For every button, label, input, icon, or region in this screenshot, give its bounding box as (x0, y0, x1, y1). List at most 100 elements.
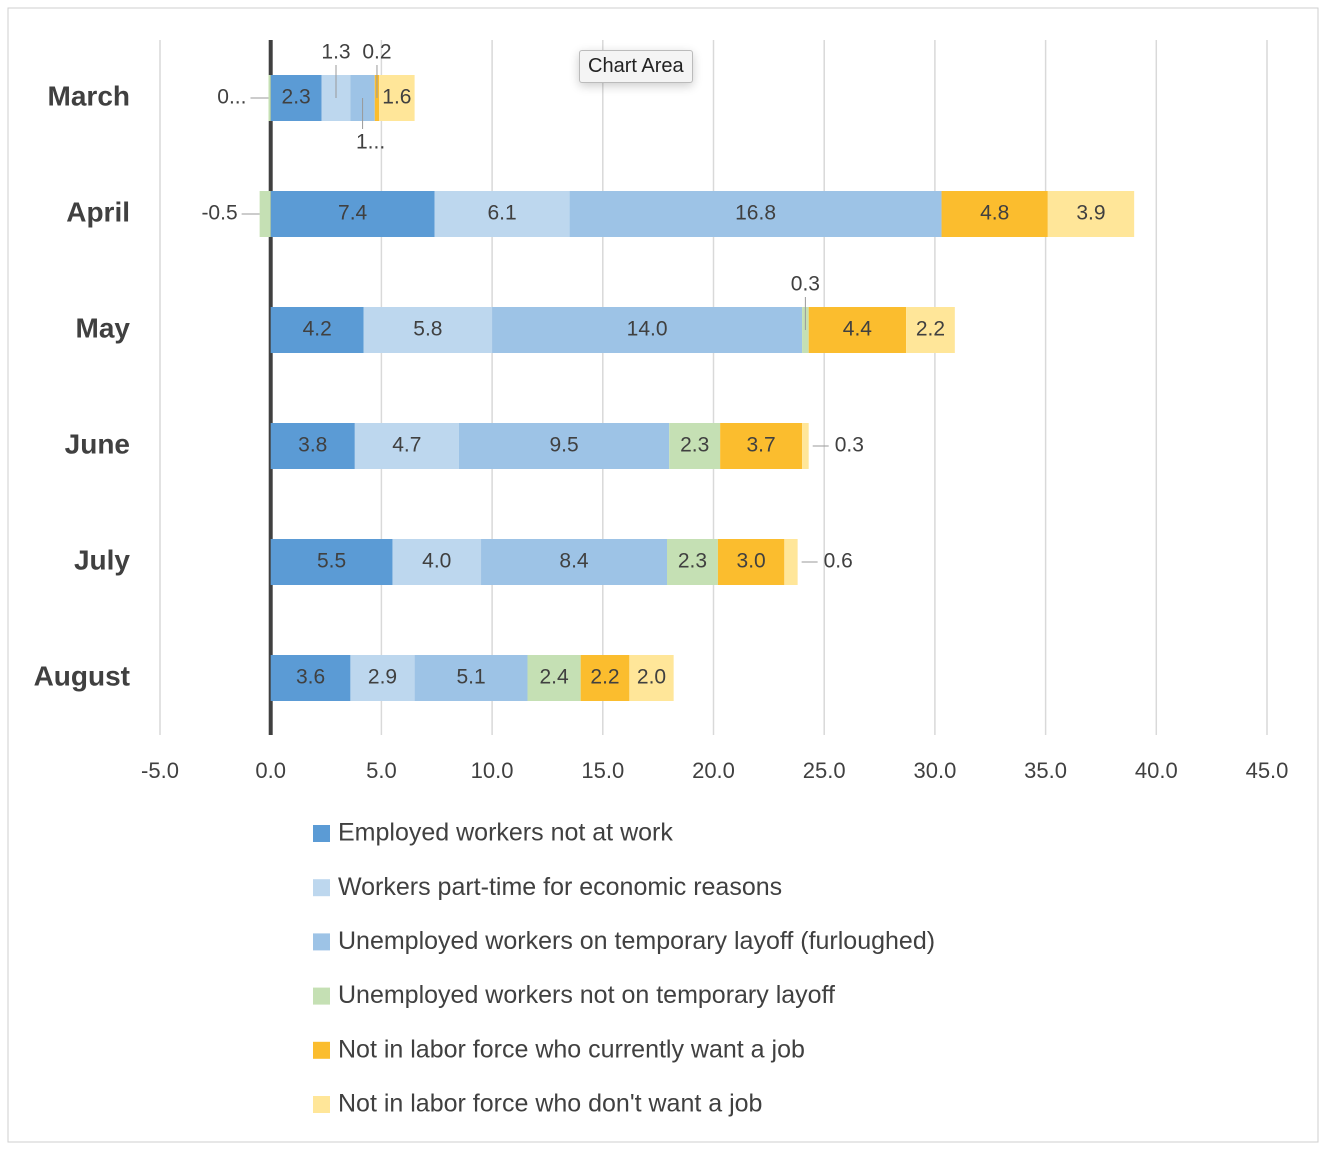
bar-segment (270, 191, 435, 237)
data-label: 16.8 (735, 202, 776, 225)
data-label: -0.5 (201, 202, 237, 225)
legend-label: Workers part-time for economic reasons (338, 873, 782, 901)
x-tick-label: 35.0 (1024, 758, 1067, 783)
data-label: 0.3 (791, 273, 820, 296)
bar-segment (270, 423, 355, 469)
legend-swatch (313, 987, 330, 1005)
data-label: 5.8 (413, 318, 442, 341)
data-label: 0.2 (362, 41, 391, 64)
data-label: 2.4 (539, 666, 569, 689)
data-label: 1... (356, 131, 385, 154)
x-tick-label: 45.0 (1246, 758, 1289, 783)
x-tick-label: 15.0 (581, 758, 624, 783)
data-label: 5.1 (456, 666, 485, 689)
bar-segment (392, 539, 482, 585)
data-label: 7.4 (338, 202, 368, 225)
data-label: 9.5 (549, 434, 578, 457)
bar-segment (458, 423, 670, 469)
legend-label: Unemployed workers on temporary layoff (… (338, 927, 935, 955)
data-label: 8.4 (559, 550, 589, 573)
bar-segment (808, 307, 907, 353)
bar-segment (784, 539, 798, 585)
data-label: 2.3 (680, 434, 709, 457)
data-label: 1.3 (321, 41, 350, 64)
data-label: 0.6 (824, 550, 853, 573)
bar-segment (667, 539, 718, 585)
legend-label: Not in labor force who currently want a … (338, 1035, 805, 1063)
data-label: 3.8 (298, 434, 327, 457)
bar-segment (270, 75, 322, 121)
x-tick-label: 0.0 (255, 758, 286, 783)
bar-segment (906, 307, 955, 353)
data-label: 3.9 (1076, 202, 1105, 225)
data-label: 0... (217, 86, 246, 109)
data-label: 2.0 (637, 666, 666, 689)
bar-segment (259, 191, 271, 237)
bar-segment (941, 191, 1048, 237)
x-tick-label: 10.0 (471, 758, 514, 783)
data-label: 6.1 (487, 202, 516, 225)
bar-segment (802, 423, 809, 469)
bar-segment (414, 655, 528, 701)
x-tick-label: 25.0 (803, 758, 846, 783)
data-label: 3.6 (296, 666, 325, 689)
bar-segment (481, 539, 668, 585)
bar-segment (527, 655, 581, 701)
data-label: 2.2 (590, 666, 619, 689)
data-label: 2.3 (282, 86, 311, 109)
data-label: 4.2 (303, 318, 332, 341)
bar-segment (363, 307, 493, 353)
data-label: 2.2 (916, 318, 945, 341)
tooltip: Chart Area (579, 50, 693, 83)
category-label: June (65, 428, 130, 459)
legend-label: Not in labor force who don't want a job (338, 1090, 762, 1118)
bar-segment (492, 307, 803, 353)
data-label: 5.5 (317, 550, 346, 573)
legend-swatch (313, 1096, 330, 1113)
data-label: 4.4 (843, 318, 873, 341)
category-label: July (74, 544, 130, 575)
bar-segment (350, 655, 415, 701)
x-tick-label: -5.0 (141, 758, 179, 783)
data-label: 3.7 (746, 434, 775, 457)
data-label: 4.0 (422, 550, 451, 573)
category-label: April (66, 196, 130, 227)
bar-segment (270, 307, 364, 353)
data-label: 14.0 (627, 318, 668, 341)
bar-segment (270, 655, 351, 701)
bar-segment (569, 191, 942, 237)
bar-segment (1047, 191, 1135, 237)
bar-segment (434, 191, 570, 237)
category-label: March (48, 80, 130, 111)
data-label: 0.3 (835, 434, 864, 457)
legend-label: Unemployed workers not on temporary layo… (338, 981, 835, 1009)
category-label: May (76, 312, 131, 343)
x-tick-label: 5.0 (366, 758, 397, 783)
bar-segment (669, 423, 721, 469)
legend-swatch (313, 1041, 330, 1059)
legend-swatch (313, 933, 330, 951)
data-label: 3.0 (737, 550, 766, 573)
bar-segment (270, 539, 393, 585)
bar-segment (717, 539, 785, 585)
bar-segment (629, 655, 674, 701)
bar-segment (379, 75, 415, 121)
x-tick-label: 40.0 (1135, 758, 1178, 783)
legend-label: Employed workers not at work (338, 819, 673, 847)
legend-swatch (313, 825, 330, 842)
category-label: August (34, 660, 130, 691)
bar-segment (268, 75, 271, 121)
data-label: 4.8 (980, 202, 1009, 225)
x-tick-label: 20.0 (692, 758, 735, 783)
data-label: 1.6 (382, 86, 411, 109)
bar-segment (720, 423, 803, 469)
x-tick-label: 30.0 (913, 758, 956, 783)
data-label: 4.7 (392, 434, 421, 457)
bar-segment (354, 423, 459, 469)
data-label: 2.9 (368, 666, 397, 689)
bar-segment (580, 655, 630, 701)
legend-swatch (313, 879, 330, 897)
data-label: 2.3 (678, 550, 707, 573)
